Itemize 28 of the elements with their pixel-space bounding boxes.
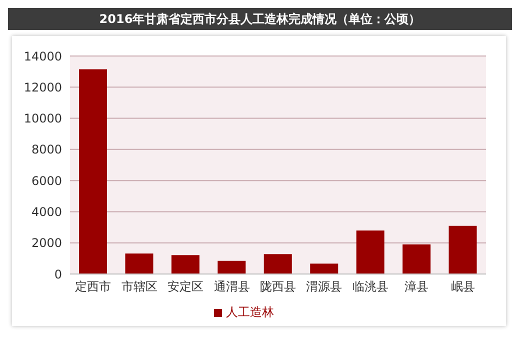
y-tick-label: 0 <box>54 267 62 282</box>
x-tick-label: 安定区 <box>168 280 204 294</box>
bar <box>264 254 292 274</box>
y-tick-label: 8000 <box>31 142 62 157</box>
bar <box>402 244 431 274</box>
bar <box>79 69 107 274</box>
y-tick-label: 2000 <box>31 236 62 250</box>
x-tick-label: 临洮县 <box>352 280 388 294</box>
y-tick-label: 6000 <box>31 174 62 188</box>
y-tick-label: 4000 <box>31 204 62 219</box>
x-tick-label: 渭源县 <box>306 280 342 294</box>
x-tick-label: 岷县 <box>450 280 475 294</box>
bar <box>448 226 477 274</box>
y-tick-label: 10000 <box>24 112 62 126</box>
x-tick-label: 漳县 <box>404 280 429 294</box>
x-tick-label: 通渭县 <box>214 280 250 294</box>
y-tick-label: 12000 <box>24 80 62 94</box>
bar <box>125 253 154 274</box>
y-tick-label: 14000 <box>24 49 62 64</box>
chart-title: 2016年甘肃省定西市分县人工造林完成情况（单位：公顷） <box>8 8 512 30</box>
bar <box>218 260 246 274</box>
bar <box>310 264 338 274</box>
bar <box>171 255 200 274</box>
x-tick-label: 市辖区 <box>121 280 158 294</box>
x-tick-label: 陇西县 <box>260 280 296 294</box>
bar <box>356 230 384 274</box>
legend-label: 人工造林 <box>226 305 274 319</box>
x-tick-label: 定西市 <box>75 280 112 294</box>
